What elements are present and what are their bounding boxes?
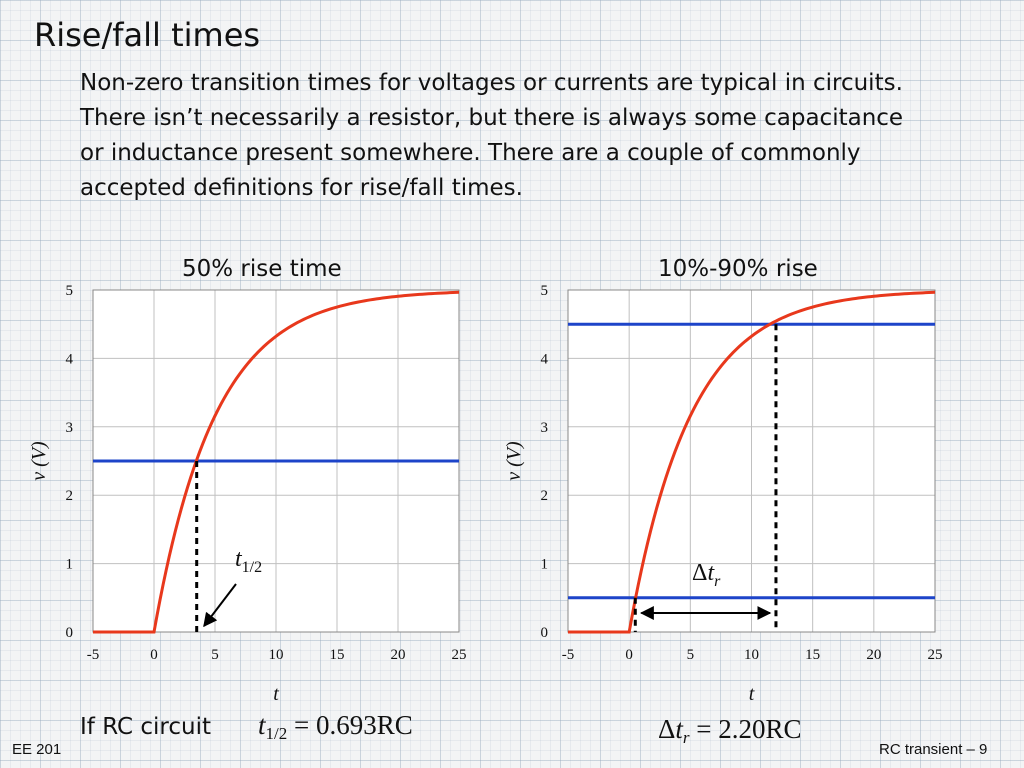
x-tick-label: 5 xyxy=(211,647,219,663)
series-line xyxy=(568,290,936,634)
body-line: Non-zero transition times for voltages o… xyxy=(80,70,903,96)
x-axis-label: t xyxy=(749,683,755,705)
x-tick-label: 20 xyxy=(391,647,406,663)
y-tick-label: 0 xyxy=(66,625,74,641)
delta-t-sub: r xyxy=(714,573,721,590)
formula-half-time: t1/2 = 0.693RC xyxy=(258,710,413,744)
slide-body-text: Non-zero transition times for voltages o… xyxy=(80,66,960,206)
y-tick-label: 3 xyxy=(66,420,74,436)
body-line: or inductance present somewhere. There a… xyxy=(80,140,861,166)
footer-page: RC transient – 9 xyxy=(879,741,988,758)
x-tick-label: 0 xyxy=(625,647,633,663)
formula-sub: 1/2 xyxy=(265,724,288,743)
t-half-label: t1/2 xyxy=(235,546,262,577)
y-tick-label: 2 xyxy=(541,488,549,504)
plot-frame xyxy=(567,289,936,633)
formula-t: t xyxy=(258,710,266,740)
formula-rest: = 0.693RC xyxy=(287,710,413,740)
formula-sub: r xyxy=(682,728,690,747)
x-tick-label: 0 xyxy=(150,647,158,663)
y-tick-label: 3 xyxy=(541,420,549,436)
series-line xyxy=(93,290,460,634)
y-axis-label: v (V) xyxy=(503,441,525,481)
delta-t-var: t xyxy=(707,560,715,586)
x-tick-label: 10 xyxy=(269,647,284,663)
y-tick-label: 1 xyxy=(541,557,549,573)
t-half-var: t xyxy=(235,546,242,572)
x-tick-label: -5 xyxy=(87,647,100,663)
t-half-sub: 1/2 xyxy=(241,559,263,576)
slide-title: Rise/fall times xyxy=(34,16,261,54)
y-tick-label: 4 xyxy=(66,351,74,367)
y-tick-label: 0 xyxy=(541,625,549,641)
y-tick-label: 5 xyxy=(541,283,549,299)
x-tick-label: 25 xyxy=(452,647,467,663)
y-tick-label: 4 xyxy=(541,351,549,367)
x-axis-label: t xyxy=(273,683,279,705)
formula-delta: Δ xyxy=(658,714,676,744)
x-tick-label: 25 xyxy=(928,647,943,663)
formula-rest: = 2.20RC xyxy=(689,714,802,744)
formula-t: t xyxy=(675,714,683,744)
body-line: accepted definitions for rise/fall times… xyxy=(80,175,523,201)
x-tick-label: 10 xyxy=(744,647,759,663)
y-tick-label: 1 xyxy=(66,557,74,573)
y-tick-label: 5 xyxy=(66,283,74,299)
pointer-arrow xyxy=(203,583,237,628)
y-tick-label: 2 xyxy=(66,488,74,504)
rc-circuit-text: If RC circuit xyxy=(80,714,212,740)
delta-tr-label: Δtr xyxy=(692,560,720,591)
y-axis-label: v (V) xyxy=(28,441,50,481)
delta-symbol: Δ xyxy=(692,560,708,586)
x-tick-label: 5 xyxy=(687,647,695,663)
x-tick-label: 20 xyxy=(866,647,881,663)
x-tick-label: -5 xyxy=(562,647,575,663)
formula-rise-time: Δtr = 2.20RC xyxy=(658,714,802,748)
body-line: There isn’t necessarily a resistor, but … xyxy=(80,105,904,131)
chart-title-left: 50% rise time xyxy=(182,256,342,282)
footer-course: EE 201 xyxy=(12,741,62,758)
x-tick-label: 15 xyxy=(330,647,345,663)
x-tick-label: 15 xyxy=(805,647,820,663)
